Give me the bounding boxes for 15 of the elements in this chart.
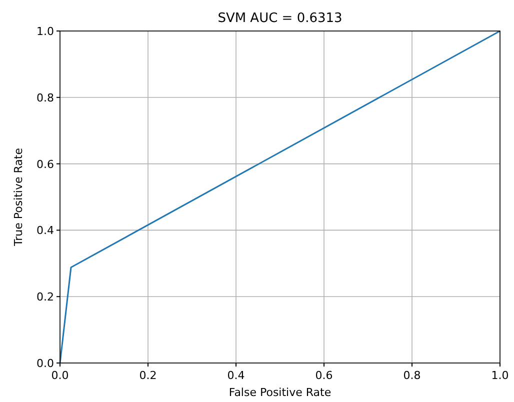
y-tick-label: 1.0 — [36, 25, 54, 38]
y-tick-label: 0.0 — [36, 357, 54, 370]
x-tick-label: 1.0 — [491, 369, 509, 382]
y-tick-label: 0.2 — [36, 290, 54, 304]
y-tick-label: 0.8 — [36, 91, 54, 104]
y-tick-label: 0.4 — [36, 224, 54, 238]
y-tick-label: 0.6 — [36, 158, 54, 171]
x-tick-label: 0.6 — [315, 369, 333, 382]
chart-title: SVM AUC = 0.6313 — [218, 11, 342, 26]
x-tick-label: 0.8 — [403, 369, 421, 382]
x-tick-label: 0.2 — [139, 369, 157, 382]
x-tick-label: 0.0 — [51, 369, 69, 382]
x-tick-label: 0.4 — [227, 369, 245, 382]
x-axis-title: False Positive Rate — [228, 386, 332, 399]
y-axis-title: True Positive Rate — [12, 148, 25, 247]
